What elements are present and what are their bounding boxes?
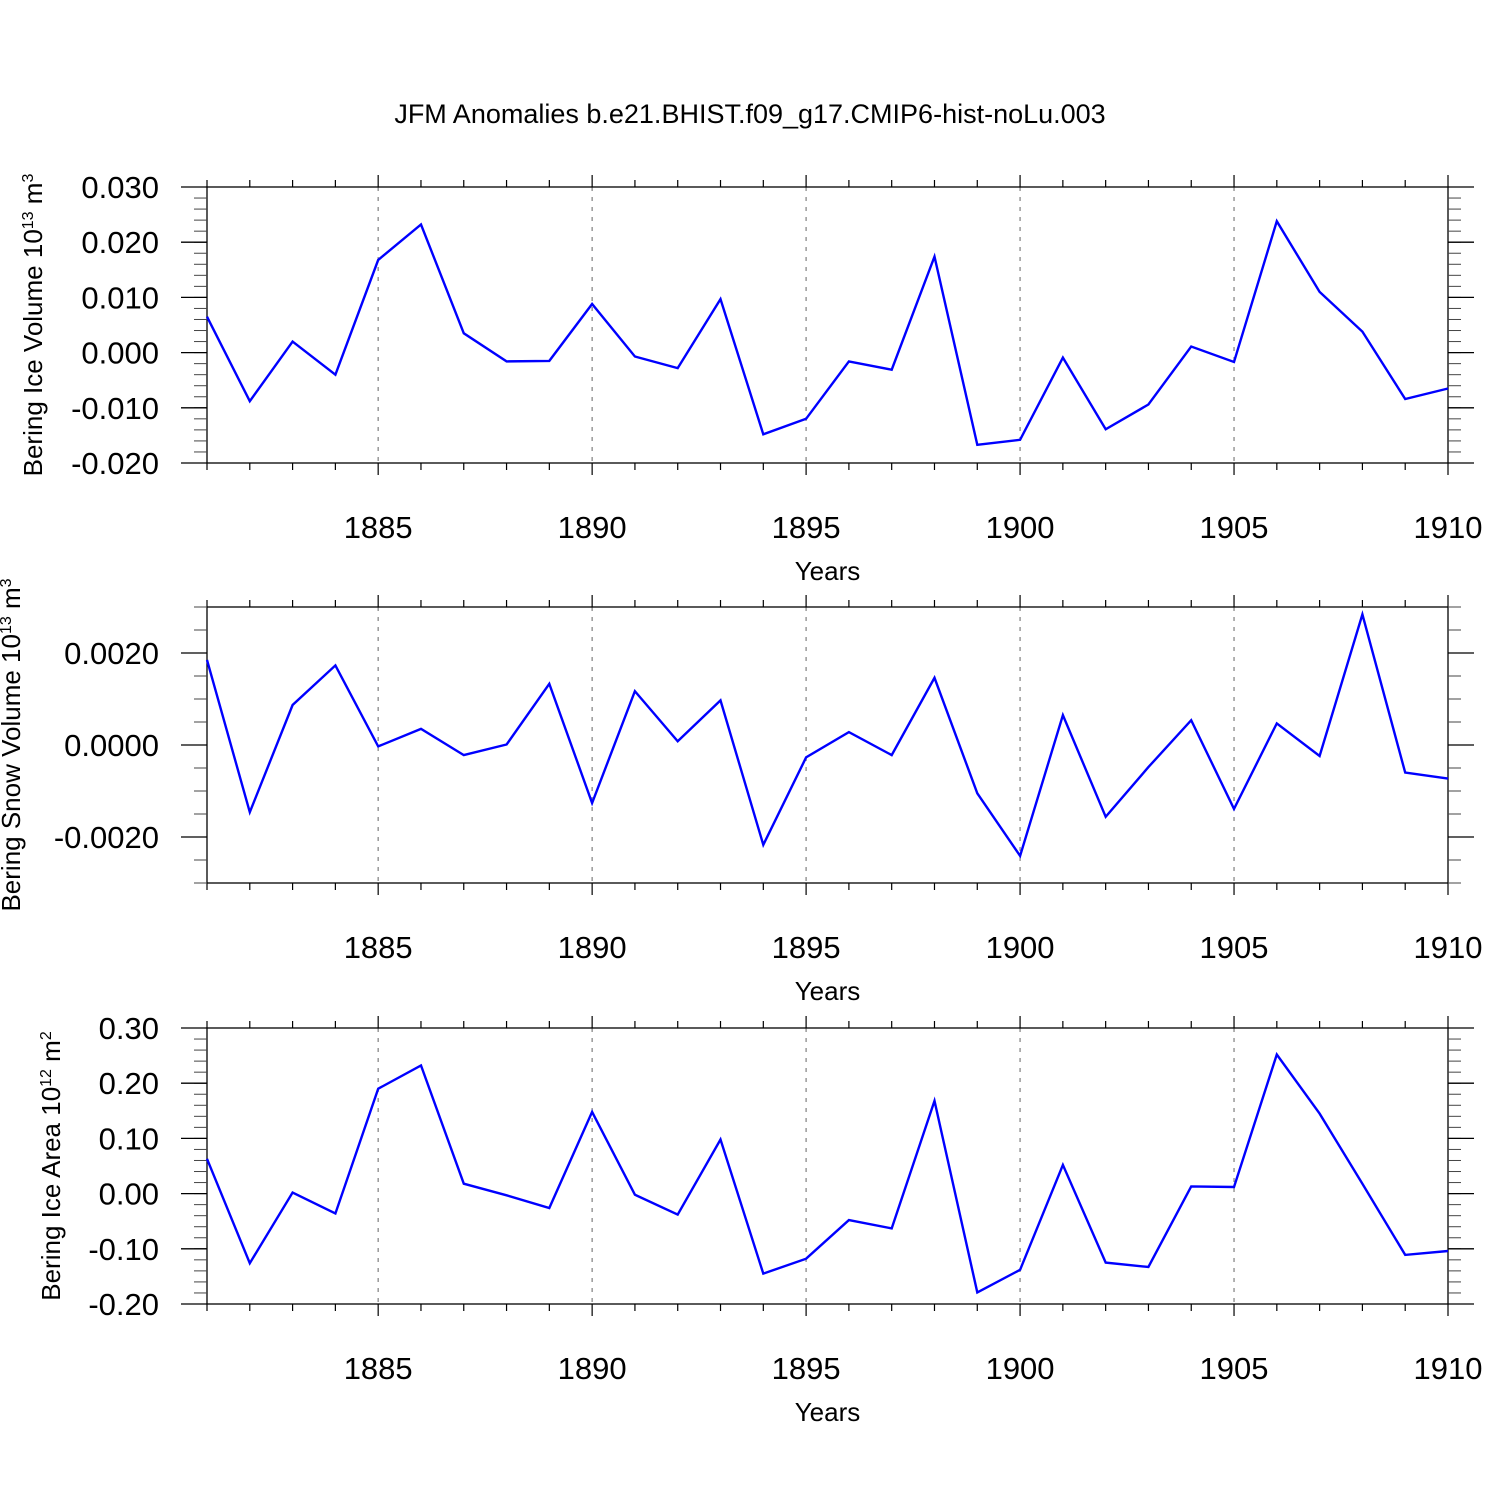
x-axis-label: Years xyxy=(795,556,861,586)
y-tick-label: 0.0000 xyxy=(64,728,159,763)
plot-frame xyxy=(206,186,1449,464)
y-axis-label-superscript: 13 xyxy=(0,616,15,634)
y-tick-label: -0.010 xyxy=(71,391,159,426)
x-axis-label: Years xyxy=(795,976,861,1006)
y-axis-label-part: m xyxy=(36,1040,66,1069)
x-tick-label: 1890 xyxy=(558,510,627,545)
x-tick-label: 1910 xyxy=(1414,510,1483,545)
x-tick-label: 1885 xyxy=(344,510,413,545)
y-tick-label: 0.020 xyxy=(81,225,159,260)
y-tick-label: -0.0020 xyxy=(54,820,159,855)
y-axis-label-part: m xyxy=(18,183,48,212)
series-line xyxy=(205,1051,1449,1295)
x-tick-label: 1885 xyxy=(344,1351,413,1386)
y-tick-label: 0.010 xyxy=(81,280,159,315)
x-tick-label: 1900 xyxy=(986,930,1055,965)
x-tick-label: 1885 xyxy=(344,930,413,965)
x-tick-label: 1900 xyxy=(986,510,1055,545)
y-axis-label: Bering Snow Volume 1013 m3 xyxy=(0,578,26,911)
y-tick-label: 0.30 xyxy=(99,1011,159,1046)
chart-panel-2: 1885 1890 1895 1900 1905 1910 -0.0020 0.0000 0.0… xyxy=(0,578,1482,1006)
series-line xyxy=(205,218,1449,447)
y-tick-label: 0.030 xyxy=(81,170,159,205)
y-tick-label: 0.20 xyxy=(99,1066,159,1101)
y-axis-label-superscript: 13 xyxy=(20,211,37,229)
y-tick-label: -0.20 xyxy=(88,1287,159,1322)
x-tick-label: 1905 xyxy=(1200,930,1269,965)
chart-panel-3: 1885 1890 1895 1900 1905 1910 -0.20 -0.10 0.00 0.… xyxy=(36,1011,1482,1427)
y-tick-label: 0.0020 xyxy=(64,636,159,671)
y-axis-label: Bering Ice Volume 1013 m3 xyxy=(18,174,48,477)
x-tick-label: 1890 xyxy=(558,930,627,965)
y-axis-label: Bering Ice Area 1012 m2 xyxy=(36,1031,66,1301)
x-tick-label: 1910 xyxy=(1414,1351,1483,1386)
y-tick-label: 0.00 xyxy=(99,1177,159,1212)
y-axis-label-part: Bering Snow Volume 10 xyxy=(0,634,26,912)
y-axis-label-part: Bering Ice Volume 10 xyxy=(18,229,48,476)
y-axis-label-superscript: 2 xyxy=(38,1031,55,1040)
x-tick-label: 1895 xyxy=(772,930,841,965)
y-tick-label: 0.000 xyxy=(81,336,159,371)
series-line xyxy=(205,610,1449,859)
x-tick-label: 1905 xyxy=(1200,510,1269,545)
y-axis-label-superscript: 12 xyxy=(38,1069,55,1087)
y-tick-label: -0.020 xyxy=(71,446,159,481)
x-tick-label: 1890 xyxy=(558,1351,627,1386)
x-tick-label: 1900 xyxy=(986,1351,1055,1386)
x-tick-label: 1910 xyxy=(1414,930,1483,965)
chart-title: JFM Anomalies b.e21.BHIST.f09_g17.CMIP6-… xyxy=(394,99,1105,129)
plot-frame xyxy=(206,1027,1449,1305)
y-axis-label-superscript: 3 xyxy=(20,174,37,183)
y-tick-label: 0.10 xyxy=(99,1121,159,1156)
x-tick-label: 1905 xyxy=(1200,1351,1269,1386)
x-axis-label: Years xyxy=(795,1397,861,1427)
x-tick-label: 1895 xyxy=(772,1351,841,1386)
y-axis-label-part: Bering Ice Area 10 xyxy=(36,1087,66,1301)
y-axis-label-superscript: 3 xyxy=(0,578,15,587)
y-axis-label-part: m xyxy=(0,587,26,616)
x-tick-label: 1895 xyxy=(772,510,841,545)
chart-panel-1: 1885 1890 1895 1900 1905 1910 -0.020 -0.010 0.00… xyxy=(18,170,1482,586)
y-tick-label: -0.10 xyxy=(88,1232,159,1267)
